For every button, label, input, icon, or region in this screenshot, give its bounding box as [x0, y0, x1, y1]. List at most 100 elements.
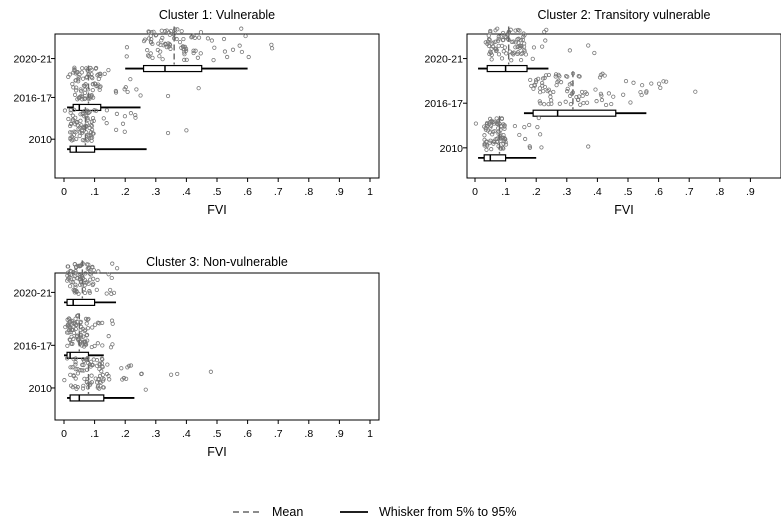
data-point	[536, 115, 541, 121]
data-point	[543, 73, 549, 78]
data-point	[87, 269, 93, 275]
data-point	[82, 290, 88, 296]
data-point	[101, 116, 106, 121]
y-tick-label: 2020-21	[424, 54, 463, 66]
data-point	[182, 57, 187, 62]
data-point	[489, 147, 494, 152]
data-point	[73, 71, 78, 76]
data-point	[79, 70, 84, 75]
data-point	[122, 114, 128, 119]
data-point	[167, 32, 173, 37]
data-point	[499, 116, 505, 122]
x-tick-label: .2	[121, 428, 130, 440]
data-point	[69, 334, 74, 339]
data-point	[113, 88, 118, 94]
data-point	[108, 287, 113, 293]
data-point	[120, 121, 126, 126]
data-point	[576, 74, 581, 79]
data-point	[540, 83, 545, 88]
data-point	[82, 376, 87, 381]
data-point	[70, 385, 75, 390]
data-point	[488, 50, 493, 55]
data-point	[67, 271, 72, 276]
data-point	[501, 141, 506, 146]
x-tick-label: .7	[274, 186, 283, 198]
data-point	[75, 276, 80, 281]
data-point	[161, 43, 166, 48]
data-point	[76, 79, 81, 84]
data-point	[100, 372, 105, 378]
data-point	[104, 291, 109, 296]
x-tick-label: .7	[274, 428, 283, 440]
box-row-2016-17: 2016-17	[424, 71, 698, 117]
data-point	[73, 367, 78, 372]
data-point	[518, 57, 524, 63]
data-point	[84, 321, 89, 326]
data-point	[128, 111, 134, 116]
data-point	[159, 28, 164, 33]
data-point	[76, 77, 81, 82]
data-point	[91, 118, 96, 123]
data-point	[109, 291, 114, 296]
data-point	[548, 90, 553, 95]
x-tick-label: 0	[61, 428, 67, 440]
data-point	[485, 41, 490, 46]
data-point	[104, 108, 109, 113]
outlier-point	[592, 50, 597, 56]
data-point	[177, 39, 183, 45]
data-point	[537, 86, 543, 91]
data-point	[90, 87, 95, 93]
outlier-point	[567, 48, 572, 53]
data-point	[95, 341, 100, 346]
data-point	[512, 123, 518, 129]
data-point	[489, 46, 494, 51]
data-point	[491, 119, 496, 124]
iqr-box	[66, 351, 90, 359]
data-point	[120, 377, 125, 382]
data-point	[68, 108, 73, 113]
x-tick-label: .5	[213, 186, 222, 198]
data-point	[68, 123, 73, 129]
data-point	[80, 76, 86, 81]
data-point	[522, 125, 527, 130]
data-point	[164, 45, 169, 50]
data-point	[73, 282, 78, 287]
data-point	[71, 70, 76, 75]
data-point	[115, 266, 120, 271]
data-point	[538, 132, 543, 137]
data-point	[134, 87, 139, 92]
data-point	[62, 378, 67, 383]
data-point	[576, 94, 582, 99]
data-point	[584, 100, 590, 105]
data-point	[565, 86, 570, 91]
y-tick-label: 2020-21	[13, 54, 52, 66]
data-point	[522, 49, 527, 54]
data-point	[75, 385, 80, 390]
data-point	[269, 42, 274, 47]
data-point	[65, 322, 70, 328]
data-point	[72, 65, 77, 70]
data-point	[79, 130, 85, 136]
data-point	[69, 130, 74, 135]
data-point	[79, 368, 85, 373]
data-point	[109, 275, 114, 281]
data-point	[74, 265, 79, 270]
y-tick-label: 2010	[29, 383, 53, 395]
data-point	[76, 126, 81, 131]
data-point	[97, 361, 103, 366]
x-tick-label: .1	[90, 428, 99, 440]
data-point	[73, 316, 78, 321]
data-point	[88, 133, 93, 138]
data-point	[96, 269, 101, 274]
data-point	[496, 37, 501, 42]
data-point	[488, 30, 493, 35]
data-point	[484, 147, 489, 152]
data-point	[82, 344, 87, 349]
x-tick-label: 0	[472, 186, 478, 198]
x-tick-label: .3	[562, 186, 571, 198]
data-point	[579, 89, 585, 95]
data-point	[89, 123, 95, 129]
data-point	[97, 87, 102, 92]
data-point	[92, 322, 98, 327]
box-row-2010: 2010	[440, 115, 591, 162]
